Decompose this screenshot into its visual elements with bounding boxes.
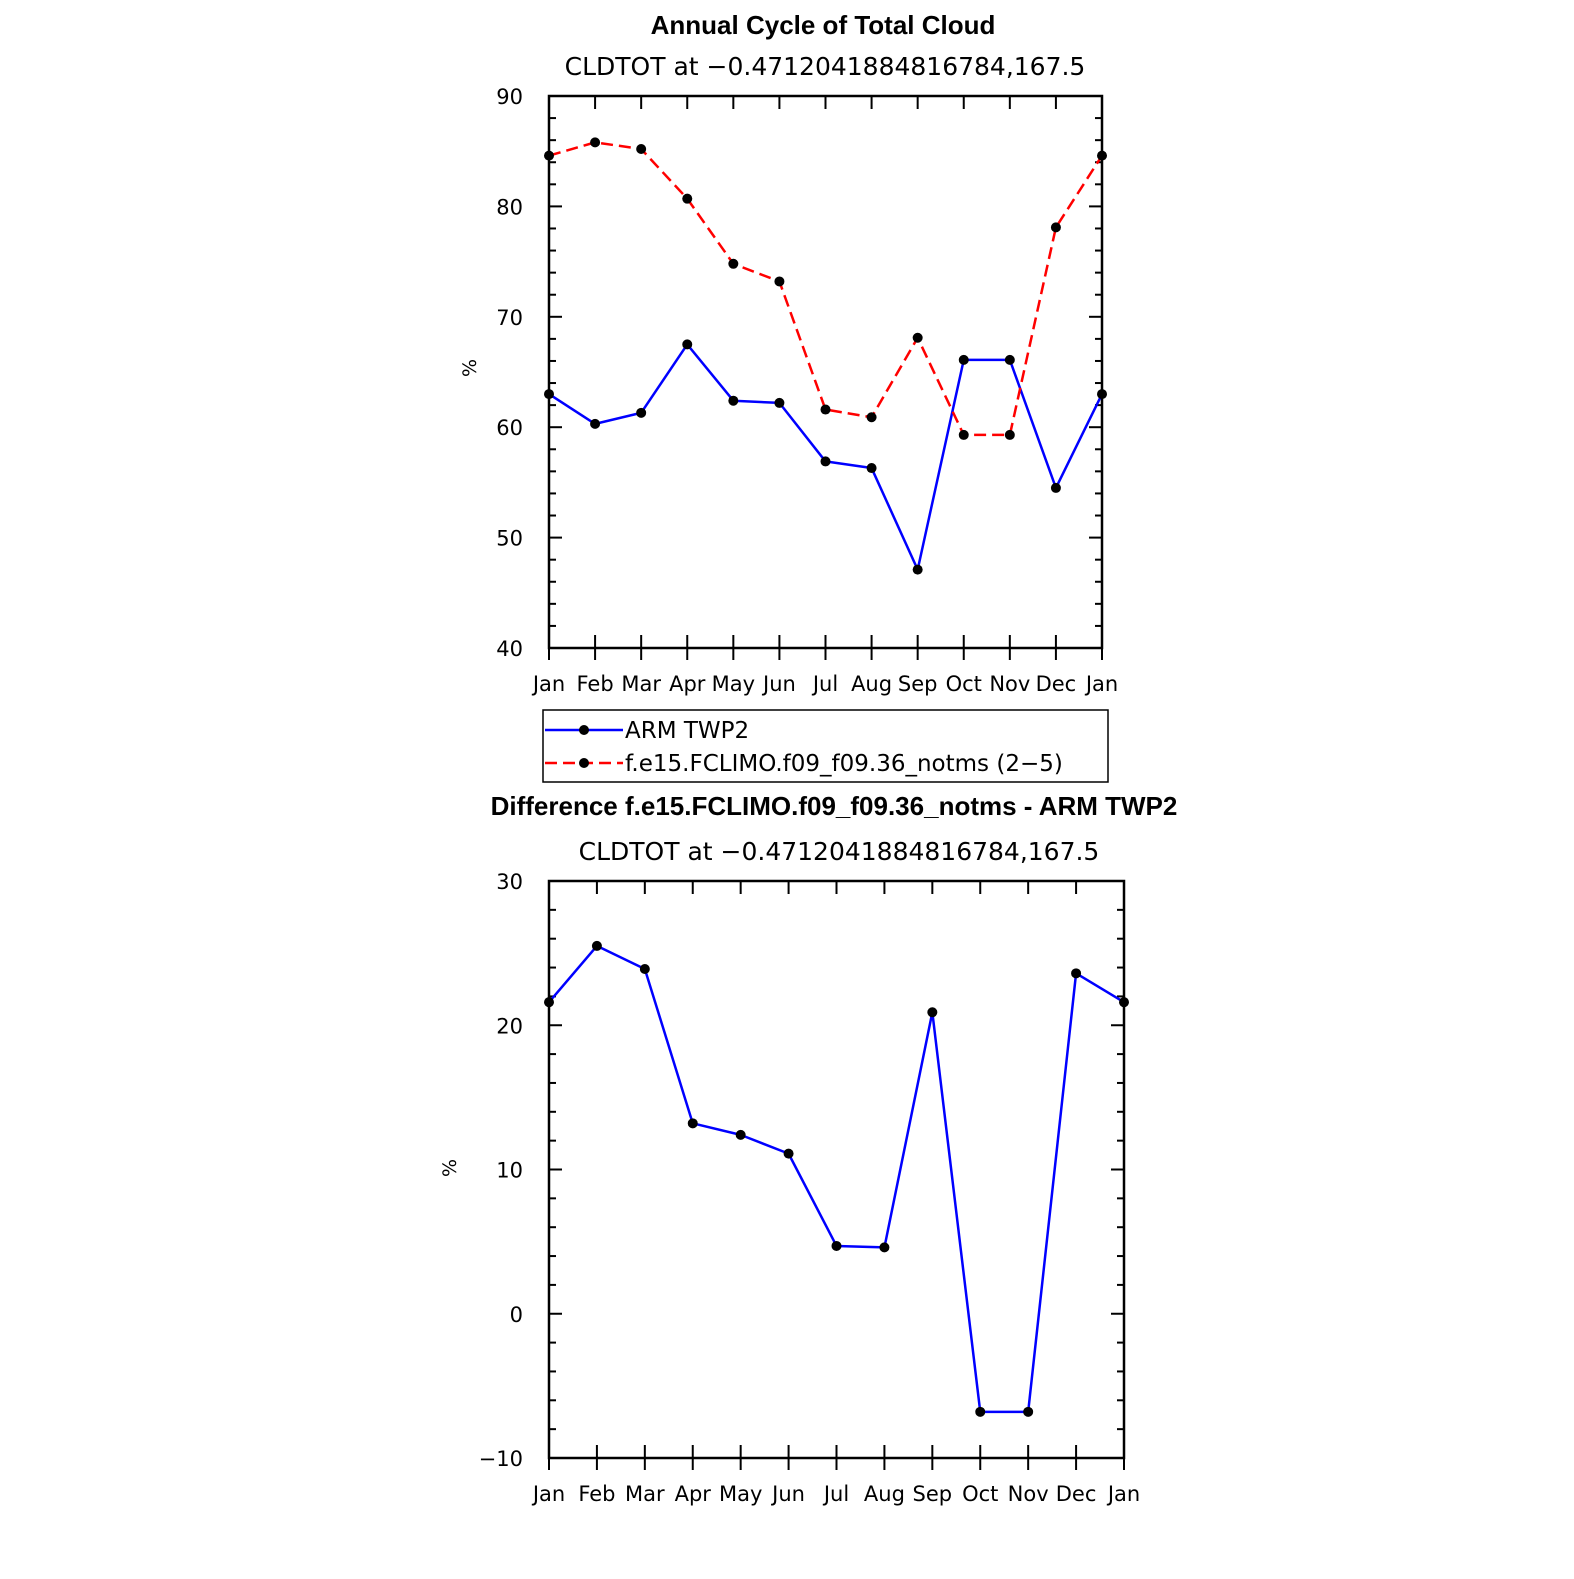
data-point: [783, 1148, 794, 1159]
data-point: [591, 940, 602, 951]
data-point: [866, 412, 877, 423]
x-tick-label: Oct: [962, 1482, 998, 1506]
x-tick-label: Aug: [864, 1482, 905, 1506]
y-tick-label: 10: [496, 1159, 523, 1183]
x-tick-labels: Jan Feb Mar Apr May Jun Jul Aug Sep Oct Nov Dec Jan: [531, 672, 1118, 696]
legend-marker-arm: [579, 725, 589, 735]
y-axis-label: %: [459, 359, 481, 377]
x-tick-label: Dec: [1056, 1482, 1097, 1506]
y-tick-label: 60: [496, 416, 523, 440]
y-tick-labels: 40 50 60 70 80 90: [496, 85, 523, 661]
data-point: [636, 407, 647, 418]
x-tick-label: Jun: [770, 1482, 805, 1506]
data-point: [590, 137, 601, 148]
x-tick-label: Mar: [621, 672, 661, 696]
x-tick-label: Oct: [946, 672, 982, 696]
x-tick-label: Nov: [1008, 1482, 1049, 1506]
y-tick-label: 70: [496, 306, 523, 330]
data-point: [927, 1007, 938, 1018]
legend-label-arm: ARM TWP2: [625, 718, 749, 744]
legend-label-model: f.e15.FCLIMO.f09_f09.36_notms (2−5): [625, 751, 1063, 777]
x-tick-label: Jun: [761, 672, 796, 696]
y-axis-label: %: [439, 1159, 461, 1177]
y-tick-label: 0: [510, 1303, 523, 1327]
y-tick-label: −10: [479, 1447, 523, 1471]
data-point: [975, 1406, 986, 1417]
data-point: [728, 258, 739, 269]
x-tick-label: Dec: [1036, 672, 1077, 696]
x-tick-label: Jul: [822, 1482, 849, 1506]
x-tick-label: Feb: [578, 1482, 615, 1506]
series-group: [544, 940, 1129, 1417]
data-point: [879, 1242, 890, 1253]
legend-marker-model: [579, 758, 589, 768]
data-point: [958, 354, 969, 365]
series-group: [544, 137, 1107, 575]
data-point: [831, 1240, 842, 1251]
data-point: [1023, 1406, 1034, 1417]
x-tick-label: Jan: [1106, 1482, 1140, 1506]
data-point: [820, 404, 831, 415]
y-tick-labels: −10 0 10 20 30: [479, 870, 523, 1471]
panel-difference: Difference f.e15.FCLIMO.f09_f09.36_notms…: [439, 791, 1177, 1506]
y-tick-label: 40: [496, 637, 523, 661]
series-line-0: [548, 944, 1125, 1414]
y-tick-label: 80: [496, 195, 523, 219]
data-point: [820, 456, 831, 467]
x-tick-label: May: [712, 672, 755, 696]
data-point: [1071, 968, 1082, 979]
data-point: [1004, 354, 1015, 365]
data-point: [1050, 482, 1061, 493]
x-tick-label: May: [719, 1482, 762, 1506]
data-point: [912, 564, 923, 575]
x-tick-label: Sep: [913, 1482, 953, 1506]
data-point: [774, 276, 785, 287]
x-tick-labels: Jan Feb Mar Apr May Jun Jul Aug Sep Oct Nov Dec Jan: [531, 1482, 1140, 1506]
chart-title: Difference f.e15.FCLIMO.f09_f09.36_notms…: [491, 791, 1178, 821]
x-tick-label: Sep: [898, 672, 938, 696]
data-point: [735, 1129, 746, 1140]
legend: ARM TWP2 f.e15.FCLIMO.f09_f09.36_notms (…: [542, 709, 1109, 783]
series-line-1: [548, 141, 1104, 437]
plot-frame: [547, 94, 1104, 650]
data-point: [728, 395, 739, 406]
x-tick-label: Jan: [531, 1482, 565, 1506]
chart-title: Annual Cycle of Total Cloud: [651, 10, 996, 40]
data-point: [866, 463, 877, 474]
data-point: [1004, 429, 1015, 440]
y-tick-label: 30: [496, 870, 523, 894]
x-tick-label: Apr: [669, 672, 706, 696]
x-tick-label: Feb: [576, 672, 613, 696]
data-point: [639, 963, 650, 974]
chart-subtitle: CLDTOT at −0.4712041884816784,167.5: [579, 837, 1100, 866]
plot-frame: [547, 879, 1126, 1460]
y-tick-label: 20: [496, 1014, 523, 1038]
data-point: [682, 193, 693, 204]
data-point: [590, 418, 601, 429]
y-tick-label: 90: [496, 85, 523, 109]
data-point: [958, 429, 969, 440]
data-point: [636, 143, 647, 154]
chart-subtitle: CLDTOT at −0.4712041884816784,167.5: [565, 52, 1086, 81]
data-point: [687, 1118, 698, 1129]
y-tick-label: 50: [496, 527, 523, 551]
data-point: [1050, 222, 1061, 233]
data-point: [682, 339, 693, 350]
legend-box: [542, 709, 1109, 783]
x-tick-label: Apr: [675, 1482, 712, 1506]
x-tick-label: Jan: [531, 672, 565, 696]
x-tick-label: Jan: [1084, 672, 1118, 696]
x-tick-label: Mar: [625, 1482, 665, 1506]
x-tick-label: Jul: [811, 672, 838, 696]
axis-ticks: [548, 95, 1103, 660]
data-point: [774, 397, 785, 408]
x-tick-label: Nov: [989, 672, 1030, 696]
x-tick-label: Aug: [851, 672, 892, 696]
data-point: [912, 332, 923, 343]
axis-ticks: [548, 880, 1125, 1470]
panel-annual-cycle: Annual Cycle of Total Cloud CLDTOT at −0…: [459, 10, 1118, 783]
